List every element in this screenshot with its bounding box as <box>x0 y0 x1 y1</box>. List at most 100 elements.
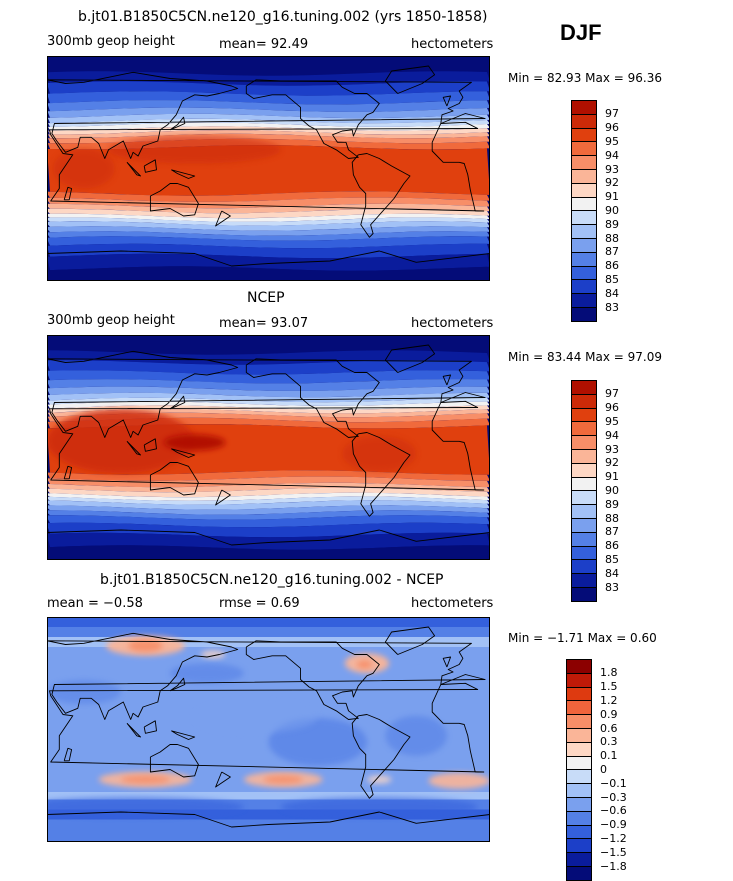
map-anomaly-blob <box>170 663 244 684</box>
coastline <box>351 714 411 799</box>
coastline <box>442 374 452 386</box>
colorbar-swatch <box>566 866 592 881</box>
panel2-map-plot <box>47 335 490 560</box>
panel2-units: hectometers <box>411 316 494 331</box>
map-contour-band <box>47 809 490 820</box>
colorbar-swatch <box>571 462 597 478</box>
colorbar-label: 97 <box>605 107 619 121</box>
coastline <box>351 432 411 517</box>
map-contour-band <box>47 496 490 505</box>
colorbar-swatch <box>571 435 597 450</box>
panel1-variable: 300mb geop height <box>47 34 175 49</box>
colorbar-label: 89 <box>605 217 619 231</box>
panel2-map <box>47 335 490 560</box>
colorbar-swatch <box>571 545 597 561</box>
colorbar-swatch <box>571 518 597 533</box>
panel3-title: b.jt01.B1850C5CN.ne120_g16.tuning.002 - … <box>100 572 444 588</box>
colorbar-label: 0 <box>600 762 607 776</box>
map-contour-band <box>47 470 490 481</box>
map-anomaly-blob <box>428 772 490 789</box>
panel3-rmse: rmse = 0.69 <box>219 596 300 611</box>
map-contour-band <box>47 118 490 127</box>
colorbar-label: 0.1 <box>600 749 618 763</box>
map-contour-band <box>47 130 490 139</box>
colorbar-label: −0.3 <box>600 790 627 804</box>
coastline <box>169 395 186 410</box>
coastline <box>47 811 490 828</box>
colorbar-swatch <box>571 421 597 437</box>
map-contour-band <box>47 386 490 398</box>
coastline <box>47 632 486 720</box>
coastline <box>149 462 199 496</box>
map-anomaly-blob <box>163 434 226 451</box>
colorbar-label: 85 <box>605 272 619 286</box>
colorbar-swatch <box>566 686 592 702</box>
colorbar-label: 97 <box>605 387 619 401</box>
season-label: DJF <box>560 20 602 45</box>
colorbar-swatch <box>571 238 597 253</box>
coastline <box>245 640 380 720</box>
coastline <box>63 465 73 480</box>
colorbar-swatch <box>571 155 597 170</box>
colorbar-swatch <box>571 224 597 239</box>
colorbar-label: 89 <box>605 497 619 511</box>
coastline <box>149 183 199 217</box>
colorbar-label: 83 <box>605 580 619 594</box>
panel2-variable: 300mb geop height <box>47 313 175 328</box>
colorbar-label: 0.6 <box>600 721 618 735</box>
colorbar-label: 1.8 <box>600 666 618 680</box>
map-anomaly-blob <box>263 775 303 784</box>
coastline <box>143 438 157 452</box>
map-contour-band <box>47 792 490 800</box>
colorbar-swatch <box>566 672 592 688</box>
colorbar-label: 0.3 <box>600 735 618 749</box>
colorbar-swatch <box>566 852 592 867</box>
colorbar-label: 95 <box>605 414 619 428</box>
map-contour-band <box>47 617 490 627</box>
map-contour-band <box>47 213 490 222</box>
panel1-mean: mean= 92.49 <box>219 37 309 52</box>
colorbar-label: −1.8 <box>600 859 627 873</box>
colorbar-swatch <box>566 755 592 771</box>
map-contour-band <box>47 799 490 810</box>
colorbar-label: −0.9 <box>600 818 627 832</box>
colorbar-label: 95 <box>605 134 619 148</box>
map-contour-band <box>47 226 490 236</box>
coastline <box>442 656 452 668</box>
map-anomaly-blob <box>194 701 318 733</box>
map-contour-band <box>47 492 490 501</box>
coastline <box>215 489 231 506</box>
colorbar-swatch <box>571 265 597 281</box>
map-contour-band <box>47 100 490 112</box>
map-contour-band <box>47 397 490 406</box>
coastline <box>47 71 486 159</box>
colorbar-swatch <box>571 307 597 322</box>
coastline <box>171 730 196 740</box>
coastline <box>47 350 486 438</box>
colorbar-swatch <box>566 741 592 757</box>
map-contour-band <box>47 203 490 214</box>
map-contour-band <box>47 197 490 209</box>
coastline <box>126 722 141 738</box>
map-contour-band <box>47 405 490 414</box>
map-contour-band <box>47 487 490 498</box>
colorbar-swatch <box>566 783 592 798</box>
coastline <box>169 677 186 692</box>
colorbar-label: 91 <box>605 470 619 484</box>
coastline <box>49 682 485 773</box>
panel2-minmax: Min = 83.44 Max = 97.09 <box>508 350 662 364</box>
colorbar-label: −0.6 <box>600 804 627 818</box>
map-contour-band <box>47 532 490 550</box>
map-contour-band <box>47 335 490 355</box>
coastline <box>384 626 436 655</box>
map-anomaly-blob <box>200 650 226 659</box>
colorbar-label: 96 <box>605 121 619 135</box>
map-contour-band <box>47 126 490 135</box>
map-contour-band <box>47 370 490 384</box>
panel3-units: hectometers <box>411 596 494 611</box>
map-contour-band <box>47 91 490 105</box>
panel1-minmax: Min = 82.93 Max = 96.36 <box>508 71 662 85</box>
colorbar-swatch <box>566 769 592 785</box>
map-anomaly-blob <box>366 775 392 784</box>
coastline <box>245 79 380 159</box>
